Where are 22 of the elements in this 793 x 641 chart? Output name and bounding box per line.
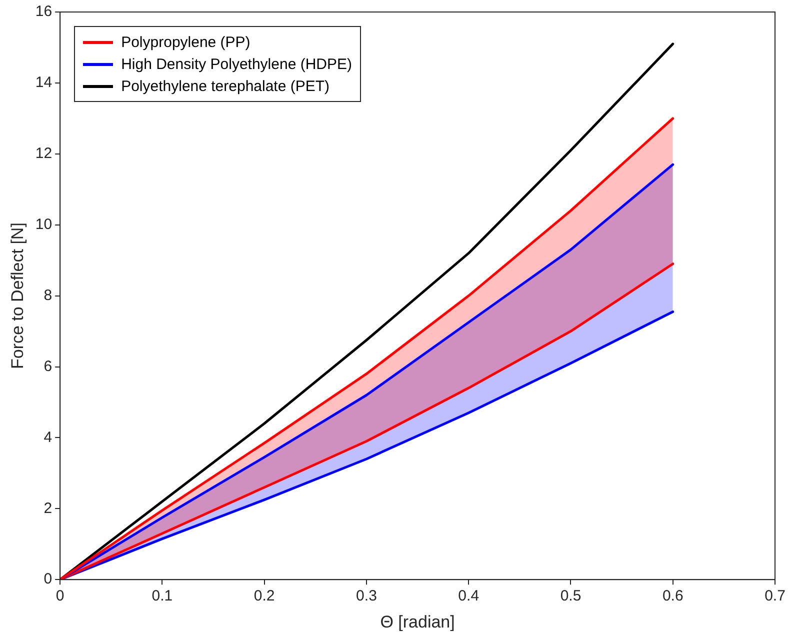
x-tick-label: 0.2 [254,588,275,605]
y-tick-label: 12 [35,145,52,162]
x-tick-label: 0.1 [152,588,173,605]
x-tick-label: 0.7 [764,588,786,605]
legend-label: High Density Polyethylene (HDPE) [121,56,352,72]
y-tick-label: 2 [44,500,52,517]
legend-label: Polyethylene terephalate (PET) [121,78,330,94]
y-tick-label: 8 [44,286,52,304]
y-axis-title: Force to Deflect [N] [8,222,27,370]
x-tick-label: 0.3 [356,588,377,605]
x-tick-label: 0.4 [458,588,480,605]
y-tick-label: 16 [35,3,52,20]
y-tick-label: 10 [35,216,52,233]
legend-label: Polypropylene (PP) [121,34,250,50]
y-tick-label: 6 [44,358,52,375]
y-tick-label: 14 [35,74,52,92]
x-tick-label: 0.5 [560,588,582,605]
x-axis-title: Θ [radian] [380,612,455,632]
y-tick-label: 0 [44,570,52,588]
x-tick-label: 0 [56,588,64,605]
y-tick-label: 4 [44,428,52,446]
x-tick-label: 0.6 [662,588,684,605]
